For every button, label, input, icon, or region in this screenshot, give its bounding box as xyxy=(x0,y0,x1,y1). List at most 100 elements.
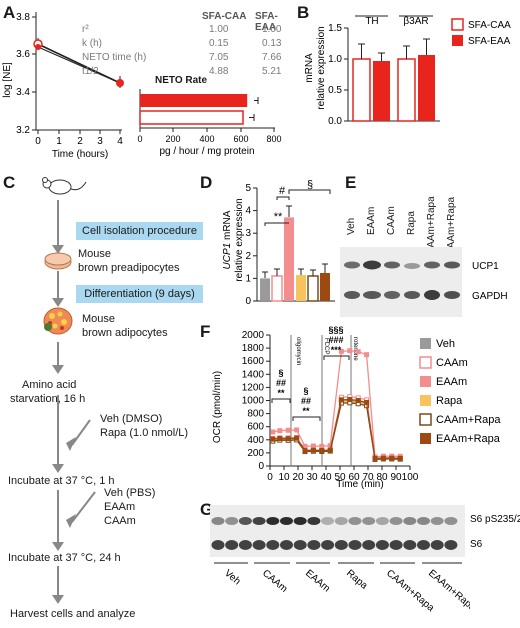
panel-f-ytick: 2000 xyxy=(242,330,265,341)
panel-f-ytick: 400 xyxy=(247,435,264,446)
ocr-point-eaam-rapa xyxy=(364,399,370,405)
panel-f-xtick: 70 xyxy=(362,472,374,483)
panel-a-xticks: 0 1 2 3 4 xyxy=(35,130,123,147)
step-mouse-adipocytes-line1: Mouse xyxy=(82,313,116,325)
neto-rate-chart: 0 200 400 600 800 pg / hour / mg protein xyxy=(137,89,282,156)
neto-bar-eaa xyxy=(140,94,248,107)
step-veh-pbs: Veh (PBS) xyxy=(104,487,156,499)
neto-bar-caa xyxy=(139,110,244,125)
panel-f-ytick: 800 xyxy=(247,409,264,420)
panel-d-ytick: 2 xyxy=(245,251,251,262)
sig-f2: ** xyxy=(302,406,310,416)
panel-d-ytick: 5 xyxy=(245,183,251,194)
lane-label-veh: Veh xyxy=(346,217,357,235)
adipocyte-dish-icon xyxy=(43,307,73,335)
panel-a-xtick: 0 xyxy=(35,136,41,147)
blot-band-s6 xyxy=(266,540,280,550)
table-cell: 0.13 xyxy=(262,38,282,49)
panel-a-ytick: 3.2 xyxy=(16,125,30,136)
legend-f-label: Rapa xyxy=(436,395,463,407)
sig-f1: ** xyxy=(277,388,285,398)
table-header-eaa: SFA-EAA xyxy=(255,11,278,33)
ocr-point-eaam-rapa xyxy=(319,448,325,454)
blot-band-s6p xyxy=(293,517,307,525)
bar-d-caam-rapa xyxy=(307,275,319,302)
ocr-point-eaam-rapa xyxy=(310,447,316,453)
g-lane-caam: CAAm xyxy=(260,568,289,595)
panel-label-a: A xyxy=(3,3,16,22)
blot-band-s6p xyxy=(211,517,225,525)
lane-label-rapa: Rapa xyxy=(406,211,417,235)
blot-band-s6 xyxy=(348,540,362,550)
panel-f-xtick: 100 xyxy=(402,472,419,483)
panel-f-xtick: 30 xyxy=(306,472,318,483)
panel-b-ytick: 0.0 xyxy=(328,116,342,127)
blot-band-s6 xyxy=(403,540,417,550)
panel-a-xtick: 3 xyxy=(97,136,103,147)
sig-section: § xyxy=(307,180,313,191)
table-cell: 0.15 xyxy=(209,38,229,49)
table-cell: 1.00 xyxy=(262,24,282,35)
blot-label-gapdh: GAPDH xyxy=(472,291,508,302)
step-aa-starvation-line1: Amino acid xyxy=(22,379,77,391)
panel-f-xtick: 10 xyxy=(278,472,290,483)
blot-band-s6 xyxy=(307,540,321,550)
step-aa-starvation-line2: starvation, 16 h xyxy=(10,393,86,405)
ocr-point-eaam xyxy=(364,352,370,358)
panel-f-ocr-chart: OCR (pmol/min) 2000180016001400120010008… xyxy=(212,325,501,490)
blot-band-s6p xyxy=(389,517,403,525)
ocr-point-eaam xyxy=(294,427,300,433)
panel-a-xtick: 4 xyxy=(117,136,123,147)
bar-d-eaam xyxy=(284,217,294,301)
panel-f-legend: Veh CAAm EAAm Rapa CAAm+Rapa EAAm+Rapa xyxy=(419,338,501,445)
panel-label-f: F xyxy=(200,322,211,341)
sig-f1: ## xyxy=(276,378,286,388)
panel-b-group-th: TH xyxy=(365,16,378,27)
step-harvest: Harvest cells and analyze xyxy=(10,608,136,620)
step-veh-dmso: Veh (DMSO) xyxy=(100,413,163,425)
table-row-label: k (h) xyxy=(82,38,102,49)
marker-rotenone: rotenone xyxy=(352,337,358,361)
panel-d-ylabel-gene: UCP1 xyxy=(222,243,233,270)
panel-label-d: D xyxy=(200,173,213,192)
panel-e-western-blot: UCP1 GAPDH xyxy=(340,247,508,317)
legend-f-eaam-rapa xyxy=(420,433,431,444)
blot-band-s6 xyxy=(389,540,403,550)
step-caam: CAAm xyxy=(104,515,136,527)
blot-band-s6 xyxy=(211,540,225,550)
blot-band xyxy=(344,261,360,269)
ocr-line-eaam xyxy=(272,350,401,458)
panel-b-group-b3ar: β3AR xyxy=(403,16,428,27)
step-cell-isolation: Cell isolation procedure xyxy=(76,222,203,240)
legend-f-label: CAAm+Rapa xyxy=(436,414,501,426)
step-differentiation: Differentiation (9 days) xyxy=(76,285,203,303)
panel-g-western-blot: S6 pS235/236 S6 xyxy=(210,505,520,557)
panel-b-ytick: 1.5 xyxy=(328,23,342,34)
sig-f3: §§§ xyxy=(328,325,343,335)
panel-f-xtick: 50 xyxy=(334,472,346,483)
panel-a-ytick: 3.6 xyxy=(16,49,30,60)
panel-f-ylabel: OCR (pmol/min) xyxy=(212,371,223,443)
ocr-point-eaam-rapa xyxy=(270,436,276,442)
step-incubate-1h: Incubate at 37 °C, 1 h xyxy=(8,475,115,487)
panel-f-xtick: 0 xyxy=(267,472,273,483)
blot-band-s6p xyxy=(444,517,458,525)
blot-band-s6p xyxy=(348,517,362,525)
panel-f-ytick: 1800 xyxy=(242,343,265,354)
decay-line-caa xyxy=(37,46,121,84)
neto-xtick: 200 xyxy=(165,134,180,144)
blot-band-s6 xyxy=(375,540,389,550)
marker-fccp: FCCP xyxy=(323,338,329,354)
legend-label-eaa: SFA-EAA xyxy=(468,36,511,47)
sig-f3: ### xyxy=(328,335,343,345)
ocr-point-eaam-rapa xyxy=(327,447,333,453)
ocr-point-eaam xyxy=(310,443,316,449)
blot-band xyxy=(363,260,381,270)
ocr-point-eaam xyxy=(355,349,361,355)
blot-band xyxy=(404,263,420,269)
panel-a-xtick: 2 xyxy=(77,136,83,147)
blot-label-s6: S6 xyxy=(470,539,483,550)
blot-band-s6p xyxy=(417,517,430,525)
ocr-point-eaam-rapa xyxy=(372,455,378,461)
panel-f-ytick: 1600 xyxy=(242,356,265,367)
